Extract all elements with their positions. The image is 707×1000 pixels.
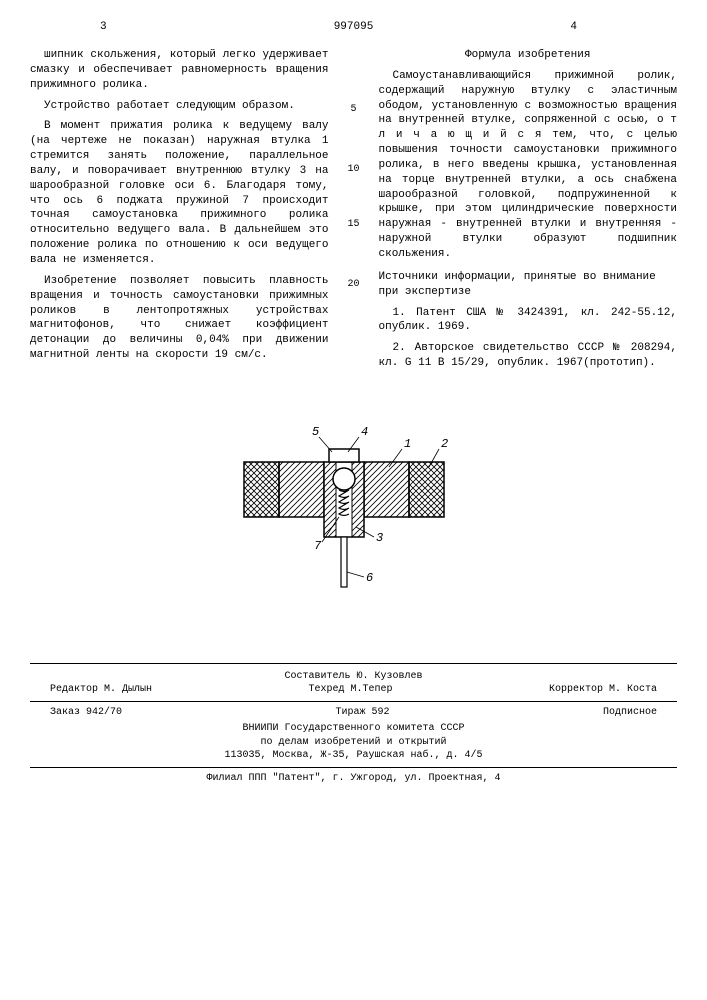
techred: Техред М.Тепер xyxy=(308,683,392,697)
svg-text:4: 4 xyxy=(361,425,368,439)
subscribe: Подписное xyxy=(603,706,657,720)
page-header: 3 997095 4 xyxy=(30,20,677,40)
line-mark: 10 xyxy=(347,163,359,177)
right-column: Формула изобретения Самоустанавливающийс… xyxy=(379,48,678,377)
svg-text:6: 6 xyxy=(366,571,373,585)
svg-text:2: 2 xyxy=(441,437,448,451)
source-item: 2. Авторское свидетельство СССР № 208294… xyxy=(379,341,678,371)
technical-figure: 5 4 1 2 3 7 6 xyxy=(30,407,677,623)
source-item: 1. Патент США № 3424391, кл. 242-55.12, … xyxy=(379,306,678,336)
tirazh: Тираж 592 xyxy=(335,706,389,720)
sources-title: Источники информации, принятые во вниман… xyxy=(379,270,678,300)
line-mark: 5 xyxy=(350,103,356,117)
page-number-left: 3 xyxy=(100,20,107,35)
branch-line: Филиал ППП "Патент", г. Ужгород, ул. Про… xyxy=(30,772,677,786)
line-mark: 15 xyxy=(347,218,359,232)
order-number: Заказ 942/70 xyxy=(50,706,122,720)
paragraph: В момент прижатия ролика к ведущему валу… xyxy=(30,119,329,267)
line-mark: 20 xyxy=(347,278,359,292)
left-column: шипник скольжения, который легко удержив… xyxy=(30,48,329,377)
document-number: 997095 xyxy=(334,20,374,35)
formula-title: Формула изобретения xyxy=(379,48,678,63)
org-line: ВНИИПИ Государственного комитета СССР xyxy=(30,722,677,736)
imprint-footer: Составитель Ю. Кузовлев Редактор М. Дылы… xyxy=(30,663,677,786)
paragraph: шипник скольжения, который легко удержив… xyxy=(30,48,329,93)
corrector: Корректор М. Коста xyxy=(549,683,657,697)
svg-text:7: 7 xyxy=(314,539,322,553)
content-area: шипник скольжения, который легко удержив… xyxy=(30,48,677,377)
compiler-line: Составитель Ю. Кузовлев xyxy=(30,670,677,684)
svg-text:1: 1 xyxy=(404,437,411,451)
editor: Редактор М. Дылын xyxy=(50,683,152,697)
page-number-right: 4 xyxy=(570,20,577,35)
paragraph: Изобретение позволяет повысить плавность… xyxy=(30,274,329,363)
paragraph: Устройство работает следующим образом. xyxy=(30,99,329,114)
org-line: по делам изобретений и открытий xyxy=(30,736,677,750)
line-number-gutter: 5 10 15 20 xyxy=(347,48,361,377)
address-line: 113035, Москва, Ж-35, Раушская наб., д. … xyxy=(30,749,677,763)
svg-text:5: 5 xyxy=(312,425,319,439)
paragraph: Самоустанавливающийся прижимной ролик, с… xyxy=(379,69,678,262)
svg-text:3: 3 xyxy=(376,531,383,545)
